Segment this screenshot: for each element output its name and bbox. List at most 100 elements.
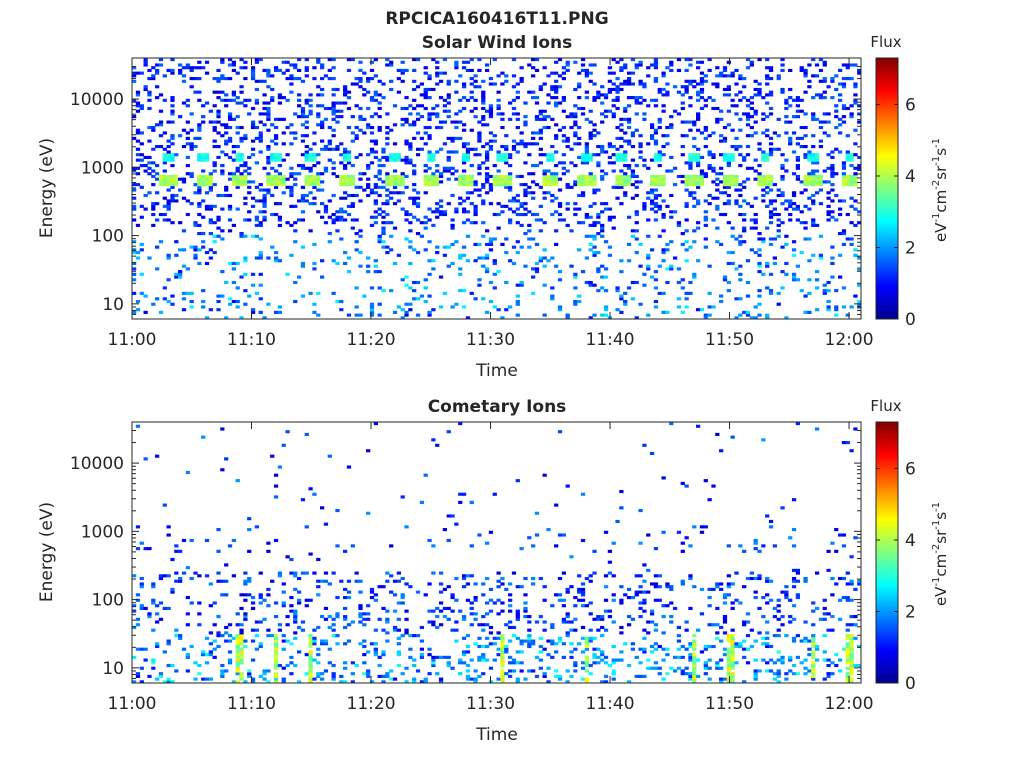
heatmap-cell [308, 634, 313, 638]
heatmap-cell [500, 117, 505, 121]
heatmap-cell [841, 172, 847, 176]
heatmap-cell [423, 226, 428, 230]
heatmap-cell [185, 267, 190, 271]
heatmap-cell [703, 128, 708, 132]
heatmap-cell [454, 628, 459, 632]
heatmap-cell [626, 96, 632, 100]
heatmap-cell [557, 593, 563, 597]
heatmap-cell [711, 587, 716, 591]
heatmap-cell [684, 90, 689, 94]
heatmap-cell [431, 174, 436, 179]
heatmap-cell [600, 112, 605, 116]
heatmap-cell [377, 212, 382, 217]
heatmap-cell [534, 142, 540, 146]
heatmap-cell [542, 153, 547, 157]
heatmap-cell [289, 63, 294, 67]
heatmap-cell [212, 204, 217, 208]
heatmap-cell [772, 261, 777, 266]
heatmap-cell [461, 183, 467, 187]
heatmap-cell [343, 549, 348, 553]
heatmap-cell [772, 183, 777, 187]
heatmap-cell [458, 177, 463, 181]
heatmap-cell [408, 261, 413, 266]
heatmap-cell [814, 647, 820, 651]
heatmap-cell [450, 596, 455, 600]
heatmap-cell [208, 185, 213, 189]
heatmap-cell [266, 180, 271, 184]
heatmap-cell [795, 655, 801, 659]
heatmap-cell [385, 136, 390, 140]
heatmap-cell [811, 223, 816, 227]
heatmap-cell [527, 90, 532, 94]
heatmap-cell [711, 644, 716, 649]
heatmap-cell [273, 642, 279, 646]
heatmap-cell [454, 302, 459, 306]
heatmap-cell [811, 112, 816, 116]
heatmap-cell [726, 289, 731, 293]
heatmap-cell [619, 294, 624, 298]
heatmap-cell [565, 207, 570, 211]
heatmap-cell [837, 207, 843, 211]
heatmap-cell [235, 680, 240, 684]
heatmap-cell [653, 278, 659, 282]
heatmap-cell [277, 215, 283, 219]
heatmap-cell [220, 74, 225, 78]
heatmap-cell [170, 663, 175, 668]
heatmap-cell [162, 74, 167, 78]
heatmap-cell [753, 538, 758, 543]
heatmap-cell [293, 631, 298, 635]
heatmap-cell [500, 644, 505, 649]
heatmap-cell [853, 663, 858, 668]
heatmap-cell [139, 242, 144, 246]
heatmap-cell [753, 218, 758, 222]
heatmap-cell [653, 270, 659, 274]
heatmap-cell [688, 574, 693, 578]
heatmap-cell [780, 661, 785, 665]
heatmap-cell [857, 283, 862, 287]
heatmap-cell [239, 183, 244, 187]
heatmap-cell [527, 237, 532, 241]
heatmap-cell [488, 248, 494, 252]
heatmap-cell [776, 628, 781, 632]
heatmap-cell [174, 153, 179, 157]
heatmap-cell [615, 658, 620, 662]
heatmap-cell [534, 183, 540, 187]
heatmap-cell [814, 180, 820, 184]
heatmap-cell [857, 71, 862, 75]
heatmap-cell [676, 305, 682, 309]
heatmap-cell [531, 639, 536, 643]
heatmap-cell [837, 253, 843, 257]
heatmap-cell [496, 180, 501, 184]
heatmap-cell [473, 106, 478, 111]
heatmap-cell [170, 155, 175, 159]
heatmap-cell [753, 596, 758, 600]
heatmap-cell [638, 674, 643, 678]
heatmap-cell [377, 207, 382, 211]
heatmap-cell [381, 232, 386, 236]
heatmap-cell [185, 98, 190, 102]
heatmap-cell [273, 125, 279, 130]
heatmap-cell [672, 109, 678, 113]
heatmap-cell [346, 96, 352, 100]
heatmap-cell [323, 579, 329, 583]
heatmap-cell [642, 563, 647, 567]
heatmap-cell [270, 174, 275, 179]
heatmap-cell [404, 158, 409, 162]
heatmap-cell [273, 680, 279, 684]
heatmap-cell [738, 234, 743, 238]
heatmap-cell [431, 308, 436, 312]
heatmap-cell [266, 669, 271, 673]
heatmap-cell [780, 658, 785, 662]
heatmap-cell [300, 264, 306, 268]
heatmap-cell [500, 653, 505, 657]
heatmap-cell [707, 96, 712, 100]
heatmap-cell [185, 212, 190, 217]
heatmap-cell [354, 125, 359, 130]
heatmap-cell [155, 85, 160, 89]
heatmap-cell [784, 120, 789, 124]
heatmap-cell [250, 272, 256, 276]
heatmap-cell [500, 655, 505, 659]
heatmap-cell [266, 183, 271, 187]
heatmap-cell [619, 174, 624, 179]
heatmap-cell [580, 270, 586, 274]
